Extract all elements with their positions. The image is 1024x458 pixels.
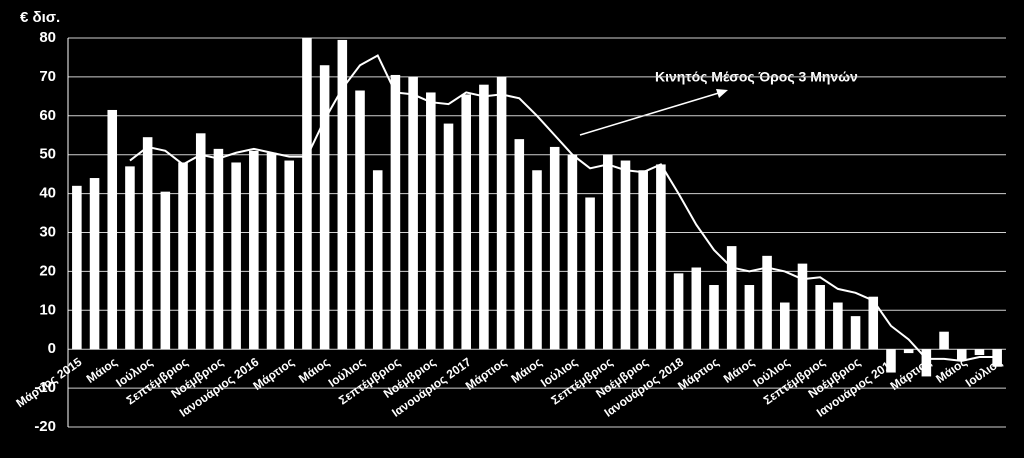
bar: [709, 285, 719, 350]
bar: [231, 162, 241, 350]
bar: [974, 349, 985, 356]
bar: [514, 139, 525, 350]
bar: [195, 133, 206, 350]
bar: [496, 76, 507, 350]
bar: [355, 90, 365, 350]
bar: [850, 316, 861, 350]
bar: [390, 74, 401, 350]
bar: [903, 349, 914, 354]
bar: [160, 191, 171, 350]
bar: [266, 152, 277, 350]
y-tick-label: 60: [39, 107, 56, 124]
arrow-head: [716, 89, 728, 98]
bar: [337, 39, 348, 350]
bar: [833, 302, 843, 350]
bar: [142, 137, 153, 350]
bar: [921, 349, 932, 377]
bar: [567, 154, 578, 350]
y-tick-label: -20: [34, 418, 56, 435]
bar: [656, 164, 666, 350]
bar: [815, 285, 825, 350]
bar: [726, 246, 737, 350]
bar: [125, 166, 135, 350]
y-tick-label: 0: [48, 340, 56, 357]
bar: [673, 273, 684, 350]
bar: [779, 302, 790, 350]
bar: [603, 154, 613, 350]
bar: [638, 170, 648, 350]
bar: [797, 263, 808, 350]
bar: [284, 160, 295, 350]
bar: [620, 160, 631, 350]
bar: [249, 150, 259, 350]
bar: [868, 296, 879, 350]
bar: [89, 178, 100, 350]
bar: [585, 197, 595, 350]
bar: [549, 146, 560, 350]
bar: [762, 255, 772, 350]
bar: [939, 331, 949, 350]
bar: [319, 65, 330, 350]
y-tick-label: 50: [39, 146, 56, 163]
bar: [372, 170, 383, 350]
y-tick-label: -10: [34, 379, 56, 396]
bar: [532, 170, 542, 350]
bar: [72, 185, 82, 350]
y-axis-label: € δισ.: [20, 9, 60, 26]
bar: [691, 267, 702, 350]
y-tick-label: 40: [39, 185, 56, 202]
bar: [461, 94, 471, 350]
bar: [302, 38, 312, 350]
bar: [408, 76, 418, 350]
y-tick-label: 30: [39, 223, 56, 240]
bar: [213, 148, 224, 350]
annotation-arrow: [579, 91, 723, 136]
bar: [426, 92, 436, 350]
bar: [107, 109, 118, 350]
bar: [479, 84, 489, 350]
bar: [178, 162, 188, 350]
bar: [443, 123, 454, 350]
bar: [886, 349, 896, 373]
moving-average-line: [129, 54, 998, 362]
y-tick-label: 10: [39, 301, 56, 318]
y-tick-label: 70: [39, 68, 56, 85]
bar: [744, 285, 755, 350]
bar: [956, 349, 967, 361]
y-tick-label: 80: [39, 29, 56, 46]
y-tick-label: 20: [39, 262, 56, 279]
